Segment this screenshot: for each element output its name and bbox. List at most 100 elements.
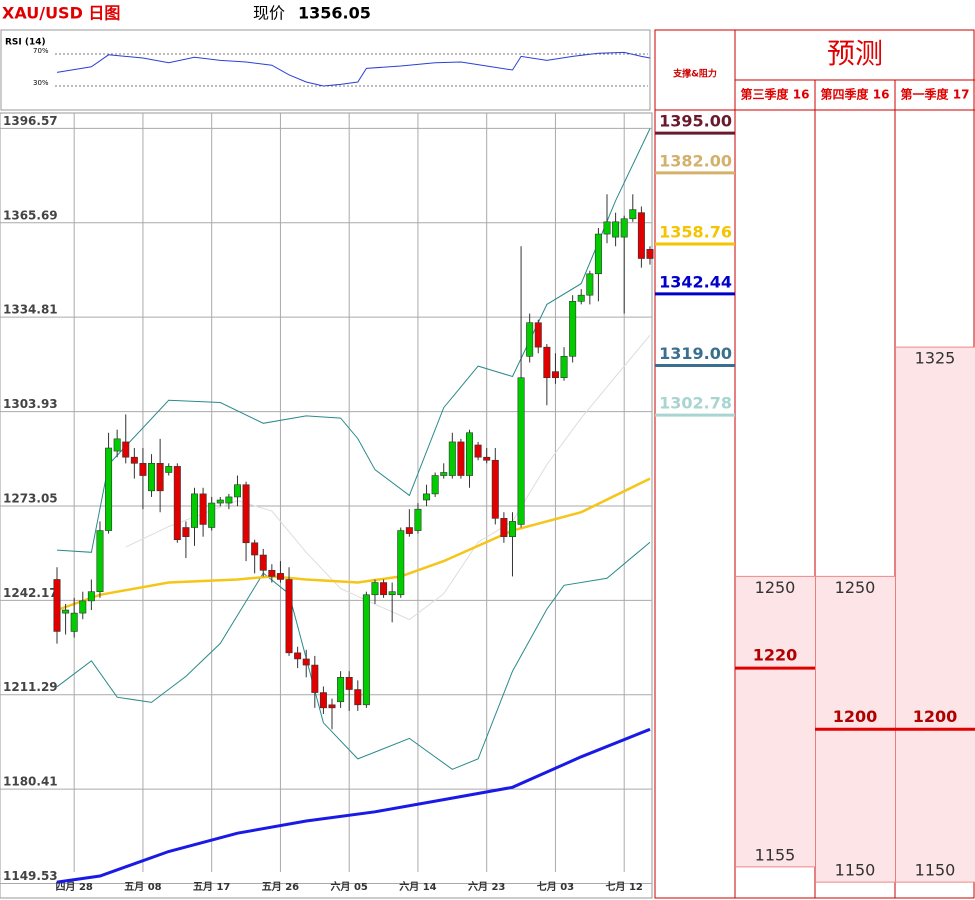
candle-body [560,356,568,379]
level-label: 1342.44 [659,272,732,291]
candle-body [337,676,345,703]
candle-body [139,463,147,476]
candle-body [543,346,551,379]
candle-body [53,579,61,632]
candle-body [466,432,474,476]
candle-body [87,591,95,602]
level-label: 1395.00 [659,112,732,131]
y-tick-label: 1211.29 [3,680,58,694]
candle-body [96,530,104,593]
candle-body [105,447,113,531]
candle-body [208,502,216,528]
candle-body [551,371,559,379]
rsi-title: RSI (14) [5,38,46,48]
rsi-tick-label: 70% [33,47,49,55]
rsi-tick-label: 30% [33,79,49,87]
y-tick-label: 1303.93 [3,397,58,411]
forecast-low: 1155 [755,845,796,864]
x-tick-label: 七月 03 [537,880,574,893]
candle-body [397,530,405,596]
title: XAU/USD 日图 [2,4,120,23]
x-tick-label: 七月 12 [605,880,642,893]
y-tick-label: 1365.69 [3,208,58,222]
candle-body [405,527,413,534]
candle-body [577,294,585,302]
candle-body [302,658,310,666]
forecast-column-header: 第四季度 16 [821,87,890,102]
candle-body [242,484,250,544]
candle-body [251,542,259,556]
forecast-title: 预测 [827,37,883,70]
candle-body [354,689,362,706]
candle-body [216,499,224,504]
forecast-range [896,347,975,883]
candle-body [457,441,465,476]
x-tick-label: 四月 28 [55,881,92,893]
x-tick-label: 六月 14 [399,880,436,893]
candle-body [491,459,499,519]
candle-body [362,594,370,706]
price-label: 现价 [253,4,285,23]
candle-body [517,377,525,525]
y-tick-label: 1396.57 [3,114,58,128]
candle-body [620,218,628,238]
overlay-line [125,334,651,621]
candle-body [637,212,645,259]
candle-body [285,579,293,654]
candle-body [431,475,439,495]
y-tick-label: 1149.53 [3,869,58,883]
candle-body [594,233,602,275]
candle-body [233,484,241,498]
candle-body [148,463,156,492]
rsi-frame [0,29,651,111]
x-tick-label: 六月 05 [330,880,367,893]
forecast-range [736,576,815,867]
candle-body [311,664,319,693]
overlay-line [56,727,651,884]
candle-body [508,521,516,537]
candle-body [345,676,353,690]
candle-body [586,273,594,296]
candle-body [526,322,534,357]
level-label: 1302.78 [659,394,732,413]
candle-body [328,704,336,709]
forecast-column-header: 第三季度 16 [741,87,810,102]
candle-body [156,463,164,492]
candle-body [629,209,637,220]
candle-body [259,554,267,571]
x-tick-label: 五月 17 [193,881,230,893]
candle-body [182,527,190,537]
overlay-line [56,128,651,553]
candle-body [423,493,431,501]
candle-body [371,582,379,596]
candle-body [646,249,654,259]
price: 1356.05 [298,4,371,23]
candle-body [62,609,70,614]
forecast-low: 1150 [915,861,956,880]
y-tick-label: 1273.05 [3,491,58,505]
forecast-high: 1250 [835,578,876,597]
candle-body [173,466,181,541]
candle-body [380,582,388,596]
candle-body [448,441,456,476]
forecast-high: 1325 [915,349,956,368]
levels-title: 支撑&阻力 [672,68,717,80]
y-tick-label: 1242.17 [3,586,58,600]
x-tick-label: 六月 23 [468,880,505,893]
level-label: 1358.76 [659,222,732,241]
candle-body [500,518,508,537]
level-label: 1319.00 [659,344,732,363]
candle-body [276,573,284,580]
candle-body [268,570,276,577]
candle-body [474,444,482,458]
candle-body [130,456,138,464]
level-label: 1382.00 [659,151,732,170]
x-tick-label: 五月 08 [124,881,161,893]
candle-body [225,496,233,504]
candle-body [294,652,302,660]
x-tick-label: 五月 26 [262,881,299,893]
forecast-mid: 1200 [913,707,958,726]
y-tick-label: 1180.41 [3,775,58,789]
